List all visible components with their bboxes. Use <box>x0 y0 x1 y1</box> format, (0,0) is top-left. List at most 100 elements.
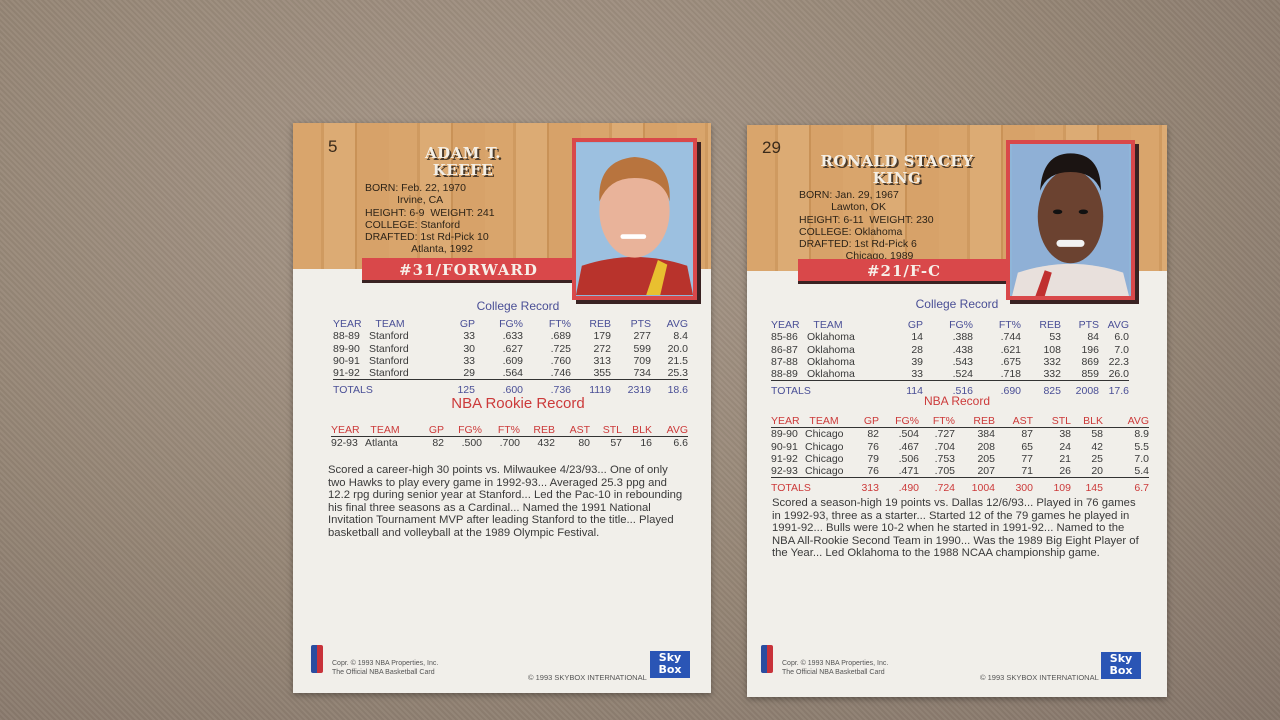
table-cell: 58 <box>1091 428 1103 441</box>
table-cell: Stanford <box>369 354 409 367</box>
table-cell: 196 <box>1081 343 1099 356</box>
table-cell: 57 <box>610 437 622 450</box>
career-highlights-text: Scored a season-high 19 points vs. Dalla… <box>772 497 1139 560</box>
stats-table: YEAR TEAM GP FG% FT% REB PTS AVG 85-86 Oklahoma 14… <box>771 319 1129 398</box>
table-cell: 313 <box>593 354 611 367</box>
table-cell: 5.4 <box>1134 465 1149 478</box>
table-cell: 39 <box>911 355 923 368</box>
table-cell: 65 <box>1021 440 1033 453</box>
table-cell: 14 <box>911 331 923 344</box>
table-cell: 91-92 <box>771 452 798 465</box>
totals-row: TOTALS 313.490.724 1004 300 109 145 6.7 <box>771 477 1149 495</box>
player-photo-image <box>1012 144 1129 296</box>
table-cell: 734 <box>633 367 651 380</box>
table-header-row: YEAR TEAM GP FG% FT% REB PTS AVG <box>333 318 688 330</box>
column-header: PTS <box>630 318 651 330</box>
table-row: 90-91 Stanford 33 .609 .760 313 709 21.5 <box>333 355 688 367</box>
table-cell: 313 <box>847 477 879 495</box>
table-cell: 87-88 <box>771 355 798 368</box>
table-cell: 82 <box>432 437 444 450</box>
column-header: FT% <box>932 415 955 427</box>
table-header-row: YEAR TEAM GP FG% FT% REB PTS AVG <box>771 319 1129 331</box>
table-cell: 38 <box>1059 428 1071 441</box>
column-header: YEAR <box>771 319 800 331</box>
table-cell: 20 <box>1091 465 1103 478</box>
column-header: FG% <box>458 424 482 436</box>
skybox-copyright: © 1993 SKYBOX INTERNATIONAL <box>528 673 647 682</box>
table-row: 87-88 Oklahoma 39 .543 .675 332 869 22.3 <box>771 356 1129 368</box>
table-cell <box>803 380 853 398</box>
table-header-row: YEAR TEAM GP FG% FT% REB AST STL BLK AVG <box>771 415 1149 428</box>
trading-card: 29 Ronald Stacey King BORN: Jan. 29, 1967 L… <box>747 125 1167 697</box>
table-cell: 92-93 <box>331 437 358 450</box>
table-cell: 125 <box>415 379 475 397</box>
nba-logo-icon <box>761 645 773 673</box>
table-cell: 179 <box>593 330 611 343</box>
column-header: REB <box>533 424 555 436</box>
table-cell: 207 <box>977 465 995 478</box>
table-cell: 7.0 <box>1134 452 1149 465</box>
table-cell: 84 <box>1087 331 1099 344</box>
table-cell: 432 <box>537 437 555 450</box>
column-header: AST <box>569 424 590 436</box>
table-cell: .725 <box>550 342 571 355</box>
table-cell: 88-89 <box>333 330 360 343</box>
table-cell: .724 <box>919 477 955 495</box>
table-cell: 22.3 <box>1108 355 1129 368</box>
player-name-line: Keefe <box>432 161 494 179</box>
table-cell: Chicago <box>805 440 844 453</box>
table-cell: .690 <box>973 380 1021 398</box>
table-cell: .490 <box>879 477 919 495</box>
column-header: AVG <box>1127 415 1149 427</box>
table-cell: Oklahoma <box>807 355 855 368</box>
table-cell: Chicago <box>805 428 844 441</box>
column-header: YEAR <box>771 415 800 427</box>
table-cell: .516 <box>923 380 973 398</box>
table-cell: 25 <box>1091 452 1103 465</box>
column-header: REB <box>1039 319 1061 331</box>
table-cell: 272 <box>593 342 611 355</box>
table-cell: .704 <box>934 440 955 453</box>
table-cell: 869 <box>1081 355 1099 368</box>
table-cell: .705 <box>934 465 955 478</box>
table-cell: .633 <box>502 330 523 343</box>
table-row: 92-93 Atlanta 82 .500 .700 432 80 57 16 6.6 <box>331 437 688 450</box>
table-cell: .388 <box>952 331 973 344</box>
table-cell: 2319 <box>611 379 651 397</box>
column-header: BLK <box>1083 415 1103 427</box>
table-cell: 332 <box>1043 368 1061 381</box>
table-cell: 6.6 <box>673 437 688 450</box>
table-row: 86-87 Oklahoma 28 .438 .621 108 196 7.0 <box>771 344 1129 356</box>
player-photo-image <box>576 142 693 296</box>
table-cell: 384 <box>977 428 995 441</box>
table-cell: 21 <box>1059 452 1071 465</box>
column-header: REB <box>973 415 995 427</box>
table-cell: 355 <box>593 367 611 380</box>
table-cell: 79 <box>867 452 879 465</box>
column-header: FG% <box>949 319 973 331</box>
table-cell: .621 <box>1000 343 1021 356</box>
table-cell: 42 <box>1091 440 1103 453</box>
table-cell: 599 <box>633 342 651 355</box>
copyright-line: The Official NBA Basketball Card <box>332 668 435 676</box>
table-cell: .543 <box>952 355 973 368</box>
table-cell: 300 <box>995 477 1033 495</box>
table-cell: .438 <box>952 343 973 356</box>
table-cell: 33 <box>911 368 923 381</box>
table-cell: 6.0 <box>1114 331 1129 344</box>
column-header: REB <box>589 318 611 330</box>
table-cell: 53 <box>1049 331 1061 344</box>
column-header: TEAM <box>813 319 843 331</box>
table-cell: .524 <box>952 368 973 381</box>
column-header: FG% <box>895 415 919 427</box>
column-header: FT% <box>548 318 571 330</box>
table-cell: .744 <box>1000 331 1021 344</box>
table-cell: 33 <box>463 330 475 343</box>
table-cell: 86-87 <box>771 343 798 356</box>
table-cell: 21.5 <box>667 354 688 367</box>
table-cell: 89-90 <box>771 428 798 441</box>
table-cell: .736 <box>523 379 571 397</box>
column-header: TEAM <box>375 318 405 330</box>
table-cell: 77 <box>1021 452 1033 465</box>
stats-table: YEAR TEAM GP FG% FT% REB PTS AVG 88-89 Stanford 33… <box>333 318 688 397</box>
